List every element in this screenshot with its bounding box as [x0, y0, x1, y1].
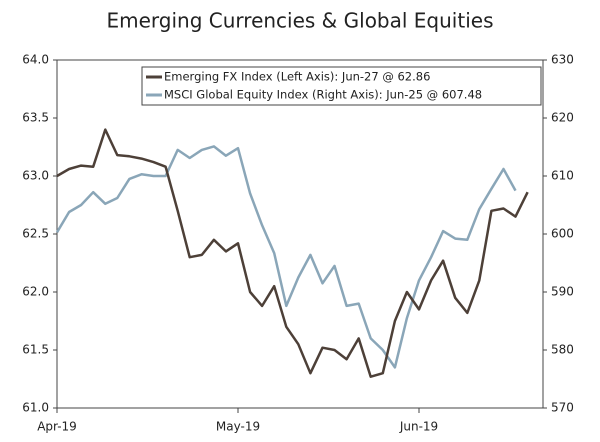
y2-tick-label: 590 — [551, 285, 574, 299]
y-tick-label: 63.0 — [22, 169, 49, 183]
legend-label: Emerging FX Index (Left Axis): Jun-27 @ … — [164, 70, 430, 84]
y2-tick-label: 620 — [551, 111, 574, 125]
y-tick-label: 61.0 — [22, 401, 49, 415]
y-tick-label: 64.0 — [22, 53, 49, 67]
y-tick-label: 61.5 — [22, 343, 49, 357]
y2-tick-label: 600 — [551, 227, 574, 241]
legend-label: MSCI Global Equity Index (Right Axis): J… — [164, 88, 482, 102]
legend-box — [141, 66, 542, 106]
y-tick-label: 62.0 — [22, 285, 49, 299]
x-tick-label: Apr-19 — [37, 420, 77, 434]
y-tick-label: 62.5 — [22, 227, 49, 241]
series-line — [55, 145, 517, 369]
y2-tick-label: 570 — [551, 401, 574, 415]
y-tick-label: 63.5 — [22, 111, 49, 125]
series-line — [56, 128, 529, 378]
y2-tick-label: 580 — [551, 343, 574, 357]
y2-tick-label: 610 — [551, 169, 574, 183]
x-tick-label: May-19 — [216, 420, 260, 434]
chart-title: Emerging Currencies & Global Equities — [107, 9, 494, 33]
y2-tick-label: 630 — [551, 53, 574, 67]
x-tick-label: Jun-19 — [399, 420, 438, 434]
